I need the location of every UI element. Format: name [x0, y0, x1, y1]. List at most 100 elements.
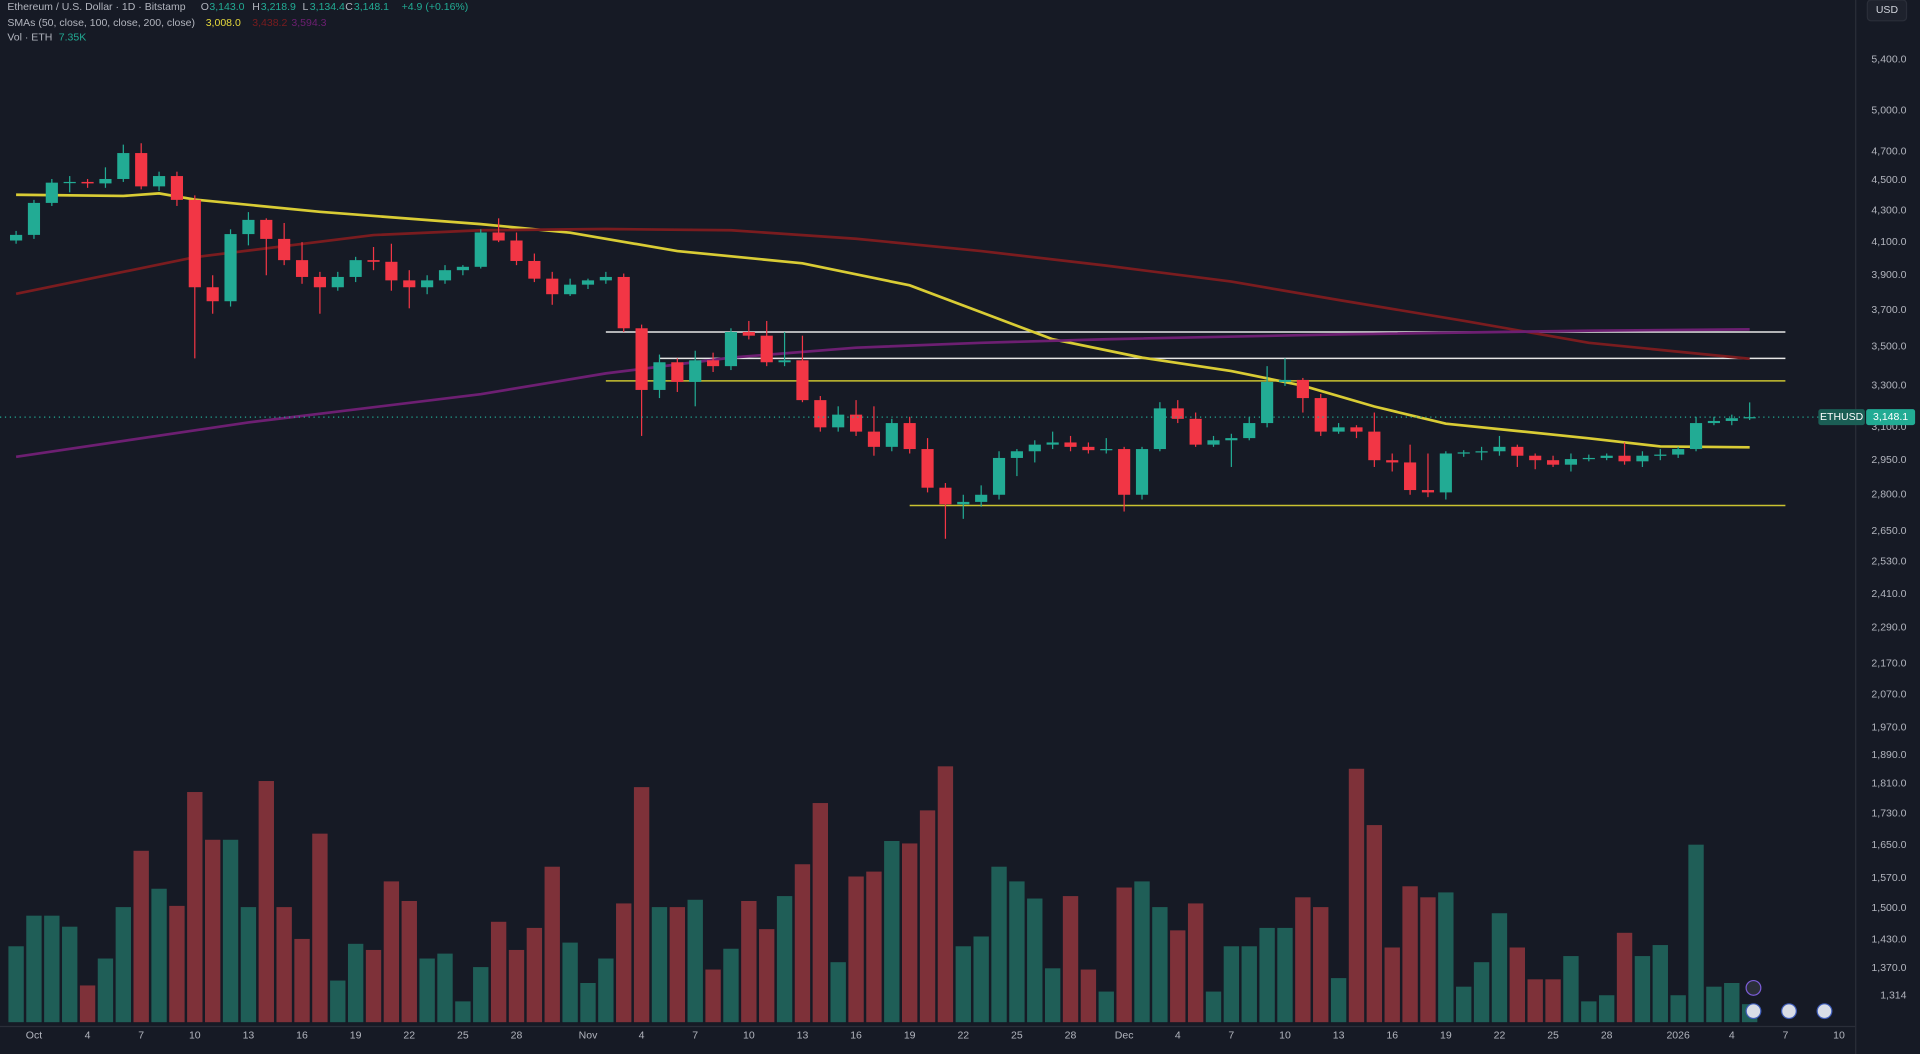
candle-body	[903, 423, 916, 450]
volume-layer	[8, 766, 1758, 1023]
candle-body	[581, 280, 595, 285]
candle-body	[1493, 446, 1506, 452]
candle-body	[45, 182, 58, 203]
x-tick-label: 25	[1547, 1029, 1559, 1041]
candle-body	[224, 234, 237, 302]
volume-bar	[1384, 947, 1400, 1023]
candle-body	[1582, 457, 1595, 460]
volume-bar	[26, 915, 42, 1023]
candle-body	[1261, 381, 1274, 424]
candle-body	[1207, 440, 1220, 445]
event-icon[interactable]	[1816, 1003, 1833, 1020]
x-tick-label: 10	[743, 1029, 755, 1041]
x-tick-label: 19	[1440, 1029, 1452, 1041]
volume-bar	[580, 982, 596, 1023]
volume-bar	[1330, 978, 1347, 1023]
volume-bar	[1616, 932, 1633, 1023]
volume-bar	[1473, 962, 1490, 1023]
candle-body	[1100, 449, 1113, 451]
candle-body	[671, 362, 684, 382]
volume-bar	[1527, 979, 1543, 1023]
candle-body	[849, 414, 863, 432]
y-tick-label: 2,070.0	[1871, 689, 1906, 701]
volume-bar	[1277, 927, 1293, 1023]
event-icon[interactable]	[1781, 1003, 1797, 1020]
volume-bar	[455, 1001, 471, 1023]
volume-bar	[347, 943, 364, 1023]
candle-body	[438, 270, 452, 281]
candle-body	[1725, 418, 1738, 421]
volume-bar	[1223, 946, 1240, 1023]
event-icon[interactable]	[1745, 979, 1762, 996]
candle-body	[1153, 408, 1166, 450]
y-tick-label: 2,800.0	[1871, 489, 1906, 501]
x-tick-label: 10	[1279, 1029, 1291, 1041]
volume-bar	[1438, 892, 1454, 1023]
x-tick-label: 19	[904, 1029, 916, 1041]
volume-bar	[1634, 956, 1651, 1023]
event-icon[interactable]	[1745, 1003, 1762, 1020]
candle-body	[331, 276, 344, 288]
volume-bar	[884, 840, 900, 1023]
candle-body	[1118, 449, 1131, 495]
candle-body	[975, 494, 988, 502]
volume-bar	[1241, 946, 1257, 1023]
volume-bar	[1491, 913, 1508, 1023]
x-tick-label: 28	[1601, 1029, 1613, 1041]
volume-bar	[490, 921, 507, 1023]
candle-body	[1314, 398, 1327, 432]
candle-body	[1689, 423, 1703, 450]
candle-body	[63, 181, 76, 184]
candle-body	[564, 284, 577, 295]
currency-box[interactable]	[1866, 0, 1908, 22]
volume-bar	[562, 942, 578, 1023]
price-tag-symbol: ETHUSD	[1820, 411, 1864, 423]
x-tick-label: 4	[1729, 1029, 1735, 1041]
candle-body	[1046, 442, 1059, 445]
volume-bar	[1563, 956, 1579, 1023]
x-tick-label: 19	[350, 1029, 362, 1041]
x-tick-label: 4	[85, 1029, 91, 1041]
volume-bar	[312, 833, 328, 1023]
volume-value: 7.35K	[59, 32, 86, 44]
candle-body	[99, 178, 112, 184]
event-icons[interactable]	[1745, 979, 1833, 1020]
candle-body	[1546, 460, 1560, 465]
candle-body	[1654, 454, 1667, 456]
x-tick-label: 22	[403, 1029, 415, 1041]
candle-body	[313, 276, 326, 288]
volume-bar	[937, 766, 954, 1023]
candle-body	[260, 219, 273, 239]
volume-bar	[705, 969, 721, 1023]
candle-body	[796, 360, 809, 401]
volume-bar	[1581, 1001, 1597, 1023]
currency-button[interactable]: USD	[1866, 0, 1908, 22]
volume-bar	[1187, 903, 1204, 1023]
x-tick-label: 7	[1228, 1029, 1234, 1041]
y-tick-label: 2,170.0	[1871, 657, 1906, 669]
y-tick-label: 1,890.0	[1871, 749, 1906, 761]
y-tick-label: 1,810.0	[1871, 778, 1906, 790]
currency-label[interactable]: USD	[1876, 4, 1899, 16]
candle-body	[1189, 418, 1202, 445]
volume-bar	[1134, 881, 1150, 1023]
candle-body	[1636, 455, 1649, 462]
axis-layer: 5,400.0 5,000.0 4,700.0 4,500.0 4,300.0 4,100…	[0, 53, 1916, 1041]
volume-bar	[955, 946, 971, 1023]
candle-body	[778, 360, 791, 363]
volume-bar	[1080, 969, 1097, 1023]
volume-bar	[901, 843, 918, 1023]
volume-bar	[401, 900, 417, 1023]
y-tick-label: 4,100.0	[1871, 236, 1906, 248]
y-tick-label: 3,700.0	[1871, 304, 1906, 316]
candle-body	[832, 414, 845, 428]
y-tick-label: 1,500.0	[1871, 902, 1906, 914]
y-tick-label: 2,290.0	[1871, 622, 1906, 634]
candle-body	[1475, 451, 1488, 453]
candle-body	[742, 331, 755, 336]
volume-bar	[258, 781, 274, 1023]
volume-bar	[794, 864, 811, 1023]
